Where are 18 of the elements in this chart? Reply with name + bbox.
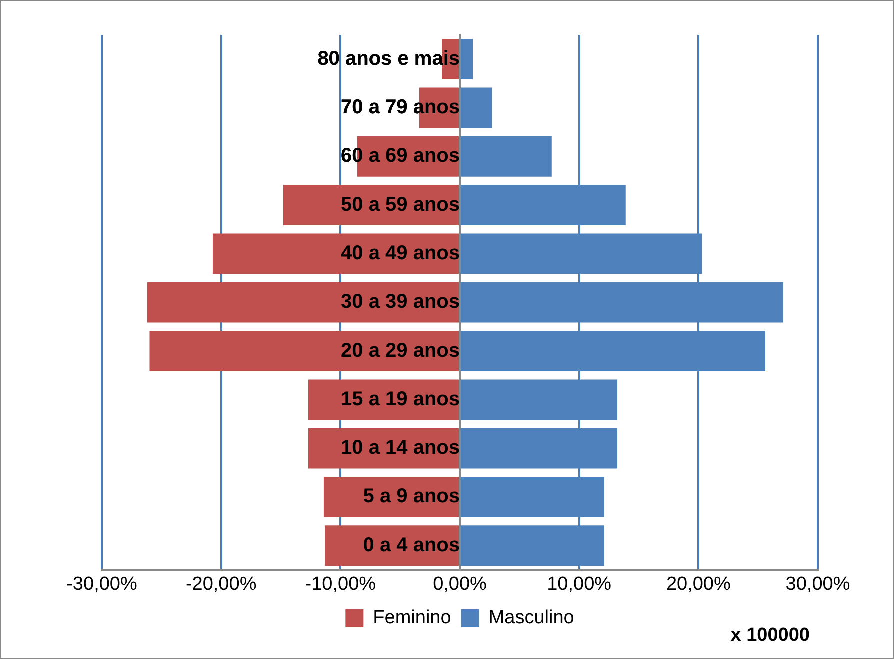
x-tick-label: 30,00% — [786, 574, 850, 595]
y-tick-label: 30 a 39 anos — [341, 291, 460, 314]
y-tick-label: 15 a 19 anos — [341, 388, 460, 410]
y-tick-label: 10 a 14 anos — [341, 437, 460, 460]
x-tick-label: -30,00% — [66, 574, 138, 595]
x-tick-label: -10,00% — [305, 574, 376, 595]
x-tick-label: -20,00% — [186, 574, 257, 595]
y-tick-label: 50 a 59 anos — [341, 194, 460, 216]
y-tick-label: 40 a 49 anos — [341, 242, 460, 264]
y-tick-label: 5 a 9 anos — [363, 486, 460, 508]
x-tick-label: 20,00% — [666, 574, 731, 595]
y-tick-label: 20 a 29 anos — [341, 340, 460, 362]
y-tick-label: 0 a 4 anos — [363, 534, 460, 556]
legend-label: Feminino — [373, 608, 452, 629]
legend-label: Masculino — [488, 608, 574, 629]
text: x 100000 — [730, 625, 810, 646]
x-tick-label: 10,00% — [547, 574, 612, 595]
x-tick-label: 0,00% — [433, 574, 488, 595]
